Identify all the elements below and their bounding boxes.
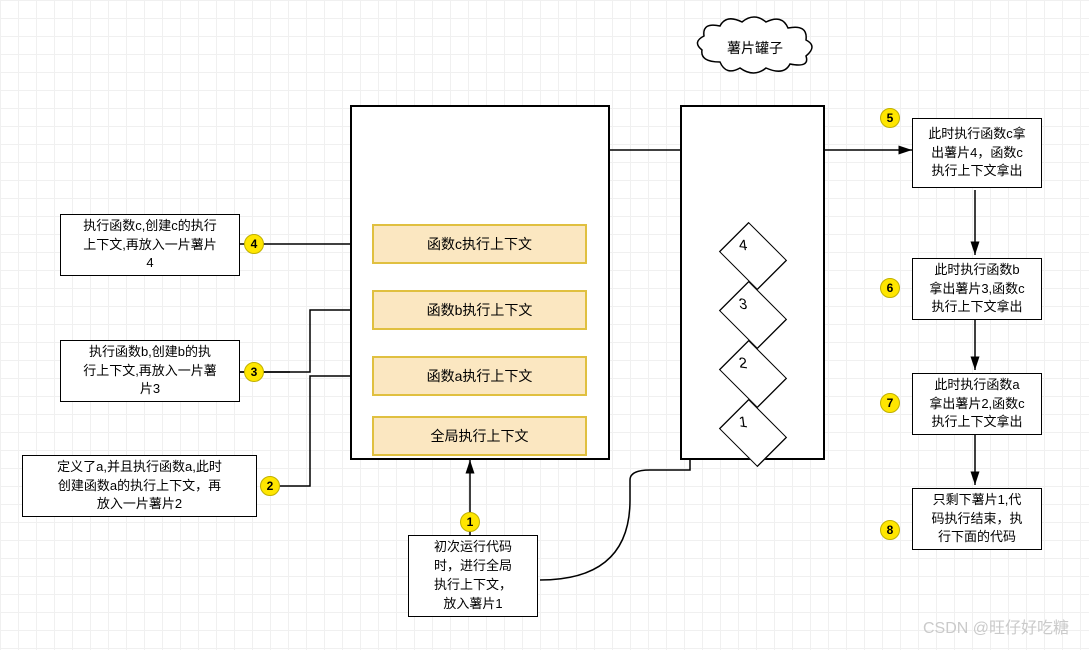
stack-frame-global-label: 全局执行上下文 xyxy=(431,426,529,446)
badge-8: 8 xyxy=(880,520,900,540)
note-2: 定义了a,并且执行函数a,此时 创建函数a的执行上下文，再 放入一片薯片2 xyxy=(22,455,257,517)
note-5: 此时执行函数c拿 出薯片4，函数c 执行上下文拿出 xyxy=(912,118,1042,188)
badge-3: 3 xyxy=(244,362,264,382)
note-3: 执行函数b,创建b的执 行上下文,再放入一片薯 片3 xyxy=(60,340,240,402)
note-4: 执行函数c,创建c的执行 上下文,再放入一片薯片 4 xyxy=(60,214,240,276)
note-7: 此时执行函数a 拿出薯片2,函数c 执行上下文拿出 xyxy=(912,373,1042,435)
badge-2: 2 xyxy=(260,476,280,496)
stack-frame-a: 函数a执行上下文 xyxy=(372,356,587,396)
watermark: CSDN @旺仔好吃糖 xyxy=(923,614,1069,638)
cloud-label: 薯片罐子 xyxy=(690,12,820,82)
stack-frame-b: 函数b执行上下文 xyxy=(372,290,587,330)
badge-5: 5 xyxy=(880,108,900,128)
badge-7: 7 xyxy=(880,393,900,413)
badge-4: 4 xyxy=(244,234,264,254)
note-6: 此时执行函数b 拿出薯片3,函数c 执行上下文拿出 xyxy=(912,258,1042,320)
badge-1: 1 xyxy=(460,512,480,532)
note-8: 只剩下薯片1,代 码执行结束，执 行下面的代码 xyxy=(912,488,1042,550)
stack-frame-global: 全局执行上下文 xyxy=(372,416,587,456)
cloud-text: 薯片罐子 xyxy=(690,38,820,58)
badge-6: 6 xyxy=(880,278,900,298)
stack-frame-c: 函数c执行上下文 xyxy=(372,224,587,264)
left-stack-container xyxy=(350,105,610,460)
stack-frame-b-label: 函数b执行上下文 xyxy=(427,300,533,320)
stack-frame-c-label: 函数c执行上下文 xyxy=(427,234,532,254)
note-1: 初次运行代码 时，进行全局 执行上下文， 放入薯片1 xyxy=(408,535,538,617)
stack-frame-a-label: 函数a执行上下文 xyxy=(427,366,533,386)
